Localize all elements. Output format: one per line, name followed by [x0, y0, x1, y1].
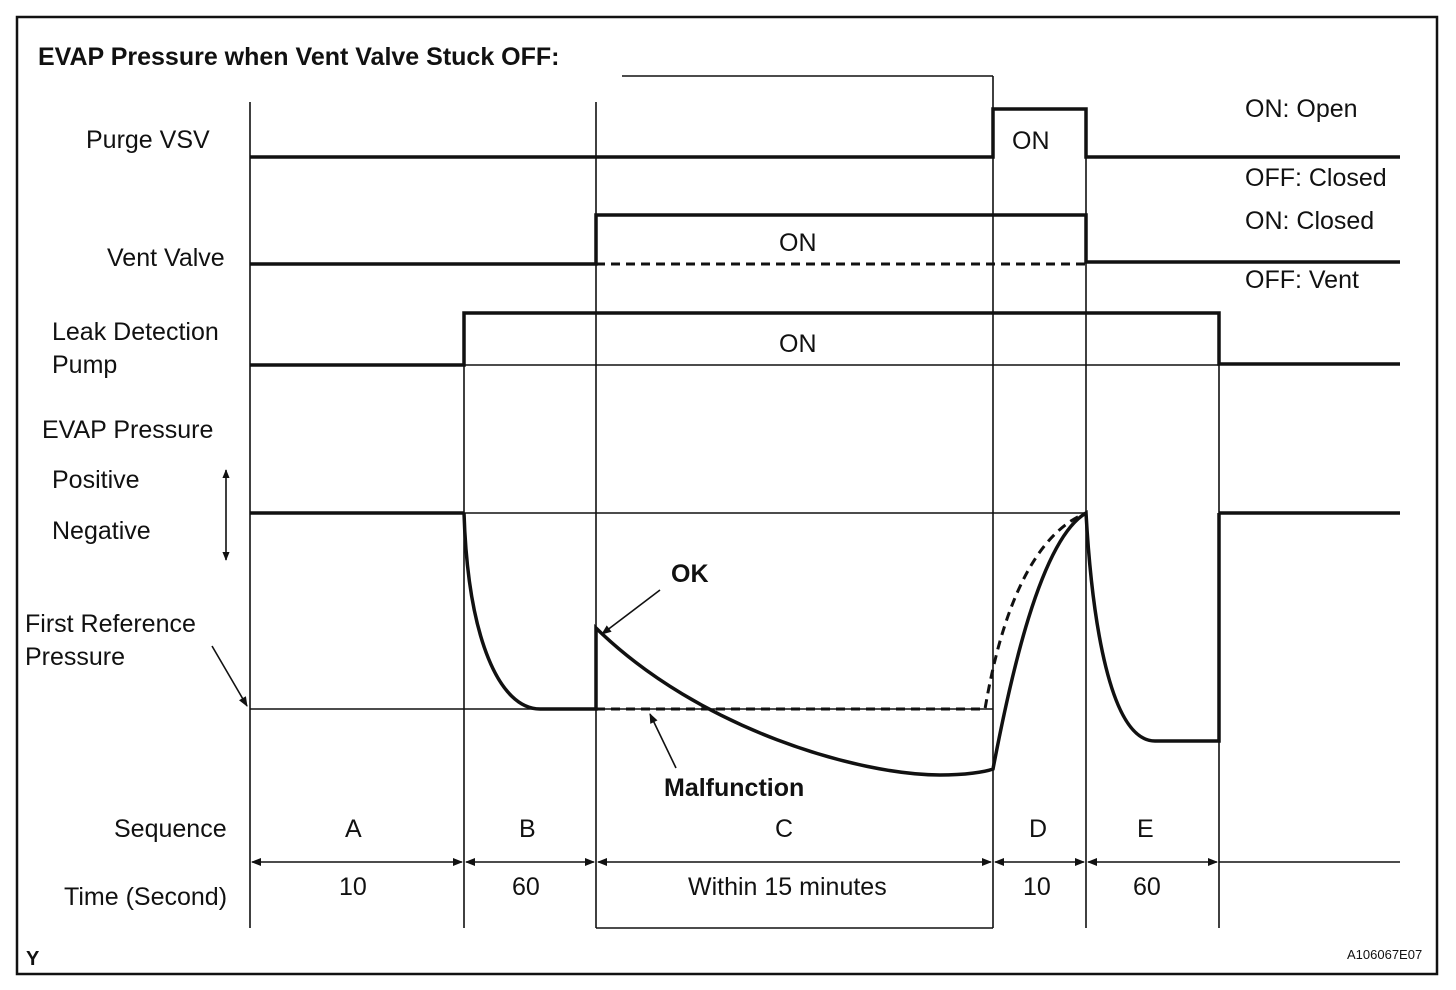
first-ref-label-2: Pressure [25, 643, 125, 671]
sequence-step-c: C [775, 815, 793, 843]
diagram-frame [15, 15, 1439, 976]
vent-valve-on-label: ON [779, 229, 817, 257]
time-value-a: 10 [339, 873, 367, 901]
leak-pump-label-1: Leak Detection [52, 318, 219, 346]
evap-pressure-section: EVAP Pressure Positive Negative First Re… [25, 416, 1400, 802]
vent-on-state: ON: Closed [1245, 207, 1374, 235]
figure-id: A106067E07 [1347, 947, 1422, 962]
diagram-title: EVAP Pressure when Vent Valve Stuck OFF: [38, 43, 560, 71]
purge-on-state: ON: Open [1245, 95, 1358, 123]
evap-pressure-ok-trace [462, 510, 1221, 777]
leak-pump-label-2: Pump [52, 351, 117, 379]
ok-annotation: OK [671, 560, 709, 588]
time-row: Time (Second) 10 60 Within 15 minutes 10… [64, 873, 1161, 911]
purge-vsv-on-label: ON [1012, 127, 1050, 155]
positive-label: Positive [52, 466, 140, 494]
sequence-step-e: E [1137, 815, 1154, 843]
first-ref-label-1: First Reference [25, 610, 196, 638]
sequence-row: Sequence A B C D E [114, 815, 1154, 843]
purge-vsv-trace: Purge VSV ON ON: Open OFF: Closed [86, 95, 1400, 192]
purge-vsv-label: Purge VSV [86, 126, 210, 154]
leak-pump-trace: Leak Detection Pump ON [52, 311, 1400, 379]
corner-mark: Y [26, 948, 40, 970]
sequence-step-b: B [519, 815, 536, 843]
malfunction-arrow [649, 713, 677, 769]
malfunction-annotation: Malfunction [664, 774, 804, 802]
time-value-e: 60 [1133, 873, 1161, 901]
leak-pump-on-label: ON [779, 330, 817, 358]
sequence-step-d: D [1029, 815, 1047, 843]
vent-valve-trace: Vent Valve ON ON: Closed OFF: Vent [107, 207, 1400, 294]
time-label: Time (Second) [64, 883, 227, 911]
evap-pressure-malfunction-trace [596, 511, 1087, 711]
first-ref-arrow [211, 645, 248, 707]
time-value-c: Within 15 minutes [688, 873, 887, 901]
time-value-b: 60 [512, 873, 540, 901]
sequence-step-a: A [345, 815, 362, 843]
time-value-d: 10 [1023, 873, 1051, 901]
sequence-label: Sequence [114, 815, 227, 843]
evap-pressure-label: EVAP Pressure [42, 416, 213, 444]
vent-off-state: OFF: Vent [1245, 266, 1359, 294]
purge-off-state: OFF: Closed [1245, 164, 1387, 192]
negative-label: Negative [52, 517, 151, 545]
ok-arrow [601, 589, 661, 635]
vent-valve-label: Vent Valve [107, 244, 225, 272]
